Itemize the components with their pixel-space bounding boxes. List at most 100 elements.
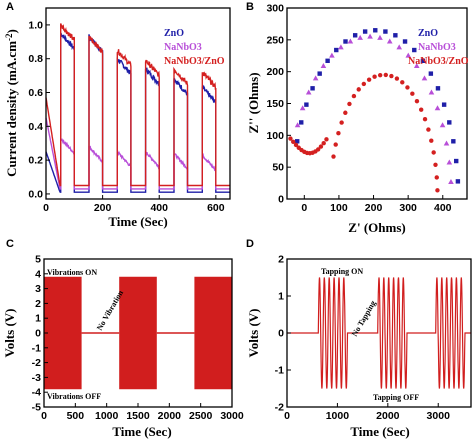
panel-a: A 0 200 400 600 0.0 0.2 0.4 0.6 0.8 1.0 ZnO NaNbO… [4, 1, 231, 229]
panel-a-ytick-label: 1.0 [28, 19, 43, 31]
panel-d-ytick-label: 1 [278, 291, 284, 303]
panel-c-ytick-label: -1 [32, 342, 41, 354]
point-nanbo3-zno [366, 77, 372, 82]
panel-a-xtick-label: 400 [150, 202, 168, 214]
legend-zno: ZnO [164, 28, 184, 39]
signal-block [119, 276, 157, 390]
panel-c-xtick-label: 2000 [158, 410, 182, 422]
point-nanbo3-zno [324, 137, 329, 142]
point-nanbo3-zno [331, 154, 336, 159]
point-nanbo3-zno [434, 175, 439, 180]
panel-c-xtick-label: 1500 [126, 410, 150, 422]
panel-d-ylabel: Volts (V) [246, 309, 261, 358]
panel-a-xtick-label: 0 [43, 202, 49, 214]
point-nanbo3 [413, 63, 420, 69]
panel-c-xtick-label: 2500 [189, 410, 213, 422]
panel-c-ylabel: Volts (V) [2, 309, 17, 358]
panel-a-ytick-label: 0.8 [28, 53, 43, 65]
panel-d-xtick-label: 1000 [326, 410, 350, 422]
point-zno [373, 28, 378, 33]
point-nanbo3 [357, 34, 363, 40]
point-zno [454, 158, 459, 164]
panel-d-ticks: 0 1000 2000 3000 -2 -1 0 1 2 [275, 254, 450, 423]
panel-b-ytick-label: 300 [266, 3, 284, 15]
point-nanbo3-zno [293, 142, 299, 148]
panel-a-ylabel: Current density (mA.cm-2) [4, 29, 19, 177]
panel-b-xtick-label: 200 [365, 202, 383, 214]
point-nanbo3-zno [356, 87, 361, 92]
panel-b-xtick-label: 300 [399, 202, 417, 214]
panel-c-letter: C [6, 238, 14, 250]
panel-c: C 0 500 1000 1500 2000 2500 3000 -5 -4 -3 -2 -1 0 1 2 3… [2, 238, 244, 439]
point-zno [310, 86, 315, 91]
point-zno [435, 86, 441, 91]
panel-b-frame [286, 7, 468, 200]
series-line-nanbo3-zno [45, 23, 230, 187]
point-nanbo3-zno [336, 131, 341, 136]
point-nanbo3-zno [405, 85, 410, 90]
point-nanbo3-zno [414, 98, 420, 104]
point-nanbo3 [299, 105, 306, 111]
legend-composite: NaNbO3/ZnO [408, 56, 469, 67]
signal-line [287, 277, 471, 389]
point-zno [428, 71, 434, 76]
point-nanbo3-zno [318, 144, 324, 149]
point-zno [295, 139, 300, 144]
panel-b-ticks: 0 100 200 300 400 0 50 100 150 200 250 300 [266, 3, 451, 215]
point-nanbo3-zno [343, 110, 348, 115]
panel-a-ytick-label: 0.0 [28, 188, 43, 200]
panel-d-series [287, 277, 471, 389]
point-zno [334, 47, 339, 53]
point-zno [352, 33, 358, 38]
point-zno [325, 58, 330, 63]
series-line-zno [45, 32, 230, 193]
panel-c-ytick-label: -4 [32, 387, 41, 399]
point-nanbo3 [446, 159, 453, 165]
panel-c-ytick-label: 1 [35, 313, 41, 325]
point-nanbo3 [294, 122, 301, 128]
point-zno [402, 39, 408, 44]
panel-c-series [44, 276, 232, 390]
point-nanbo3-zno [372, 74, 377, 79]
point-nanbo3-zno [410, 91, 415, 96]
point-nanbo3-zno [361, 81, 367, 87]
panel-a-series [45, 23, 230, 193]
point-nanbo3-zno [394, 76, 400, 81]
legend-nanbo3: NaNbO3 [164, 42, 202, 53]
panel-a-xtick-label: 600 [207, 202, 225, 214]
panel-c-ytick-label: -2 [32, 357, 41, 369]
point-zno [451, 139, 456, 144]
annotation-vibrations-on: Vibrations ON [47, 268, 97, 277]
legend-zno: ZnO [418, 28, 438, 39]
panel-a-legend: ZnO NaNbO3 NaNbO3/ZnO [164, 28, 225, 67]
point-nanbo3 [421, 75, 428, 81]
point-nanbo3-zno [315, 147, 321, 152]
point-nanbo3-zno [333, 142, 338, 147]
annotation-vibrations-off: Vibrations OFF [47, 392, 101, 401]
panel-c-ytick-label: 5 [35, 254, 41, 266]
panel-c-xtick-label: 1000 [95, 410, 119, 422]
point-nanbo3-zno [431, 150, 436, 155]
panel-c-xtick-label: 0 [41, 410, 47, 422]
panel-a-xlabel: Time (Sec) [108, 214, 167, 229]
point-nanbo3-zno [433, 162, 438, 167]
point-zno [343, 39, 348, 44]
panel-d-xtick-label: 2000 [376, 410, 400, 422]
panel-b-legend: ZnO NaNbO3 NaNbO3/ZnO [408, 28, 469, 67]
panel-b-ytick-label: 250 [266, 34, 284, 46]
point-nanbo3 [439, 122, 446, 128]
panel-c-xtick-label: 500 [67, 410, 85, 422]
panel-b-ytick-label: 200 [266, 66, 284, 78]
point-nanbo3-zno [288, 136, 293, 141]
point-zno [412, 47, 417, 53]
panel-b-ytick-label: 150 [266, 98, 284, 110]
panel-a-letter: A [6, 1, 14, 13]
point-nanbo3 [312, 75, 319, 81]
panel-c-ytick-label: -5 [32, 402, 41, 414]
signal-block [44, 276, 82, 390]
point-nanbo3 [428, 89, 435, 95]
legend-nanbo3: NaNbO3 [418, 42, 456, 53]
legend-composite: NaNbO3/ZnO [164, 56, 225, 67]
panel-b-letter: B [246, 1, 254, 13]
